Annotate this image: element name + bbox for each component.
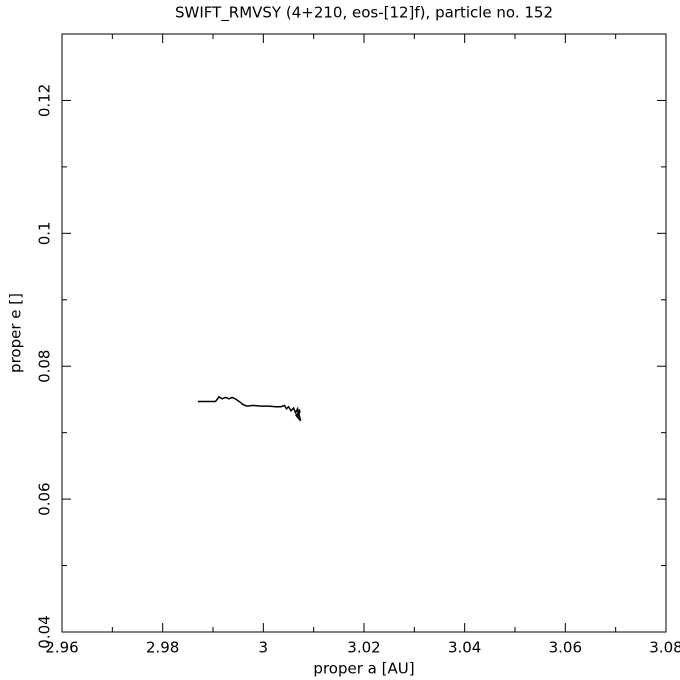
data-line [197,395,302,422]
y-tick-label: 0.06 [36,482,54,515]
x-tick-label: 2.98 [146,639,179,657]
x-tick-label: 3 [259,639,269,657]
x-tick-label: 3.08 [649,639,680,657]
x-tick-label: 3.04 [448,639,481,657]
x-tick-label: 3.02 [347,639,380,657]
y-tick-label: 0.04 [36,615,54,648]
y-tick-label: 0.12 [36,84,54,117]
x-axis-label: proper a [AU] [313,660,414,678]
chart-title: SWIFT_RMVSY (4+210, eos-[12]f), particle… [175,4,553,23]
x-tick-label: 2.96 [45,639,78,657]
y-tick-label: 0.08 [36,350,54,383]
y-axis-label: proper e [] [7,293,25,373]
x-tick-label: 3.06 [549,639,582,657]
plot-frame [61,33,667,633]
y-tick-label: 0.1 [36,221,54,245]
